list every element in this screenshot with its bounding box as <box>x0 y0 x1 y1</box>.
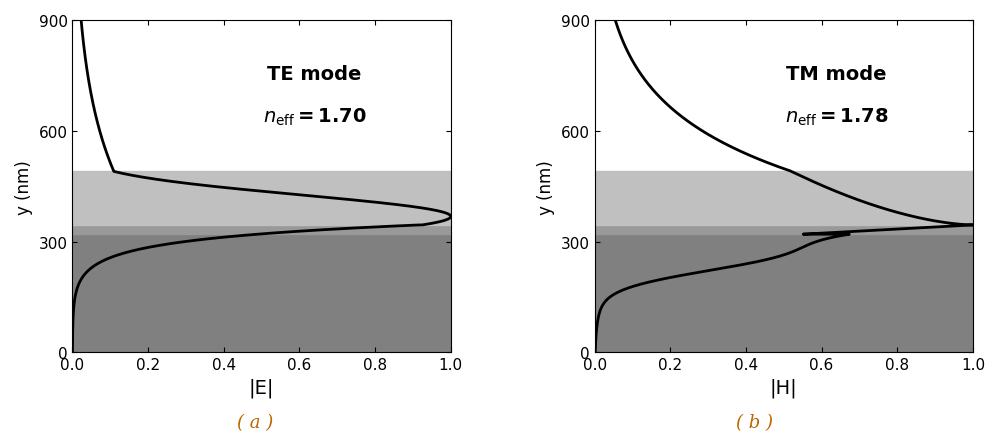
Bar <box>72 225 451 235</box>
Text: $n_{\rm eff}$$\mathbf{=1.78}$: $n_{\rm eff}$$\mathbf{=1.78}$ <box>785 106 889 128</box>
X-axis label: |E|: |E| <box>249 378 274 398</box>
Text: $n_{\rm eff}$$\mathbf{=1.70}$: $n_{\rm eff}$$\mathbf{=1.70}$ <box>263 106 367 128</box>
Bar <box>72 235 451 352</box>
Bar <box>595 172 973 225</box>
Bar <box>595 235 973 352</box>
Text: ( b ): ( b ) <box>736 414 774 431</box>
Text: TM mode: TM mode <box>786 65 887 83</box>
Text: TE mode: TE mode <box>267 65 362 83</box>
X-axis label: |H|: |H| <box>770 378 798 398</box>
Y-axis label: y (nm): y (nm) <box>537 159 555 214</box>
Text: ( a ): ( a ) <box>237 414 273 431</box>
Y-axis label: y (nm): y (nm) <box>15 159 33 214</box>
Bar <box>72 172 451 225</box>
Bar <box>595 225 973 235</box>
